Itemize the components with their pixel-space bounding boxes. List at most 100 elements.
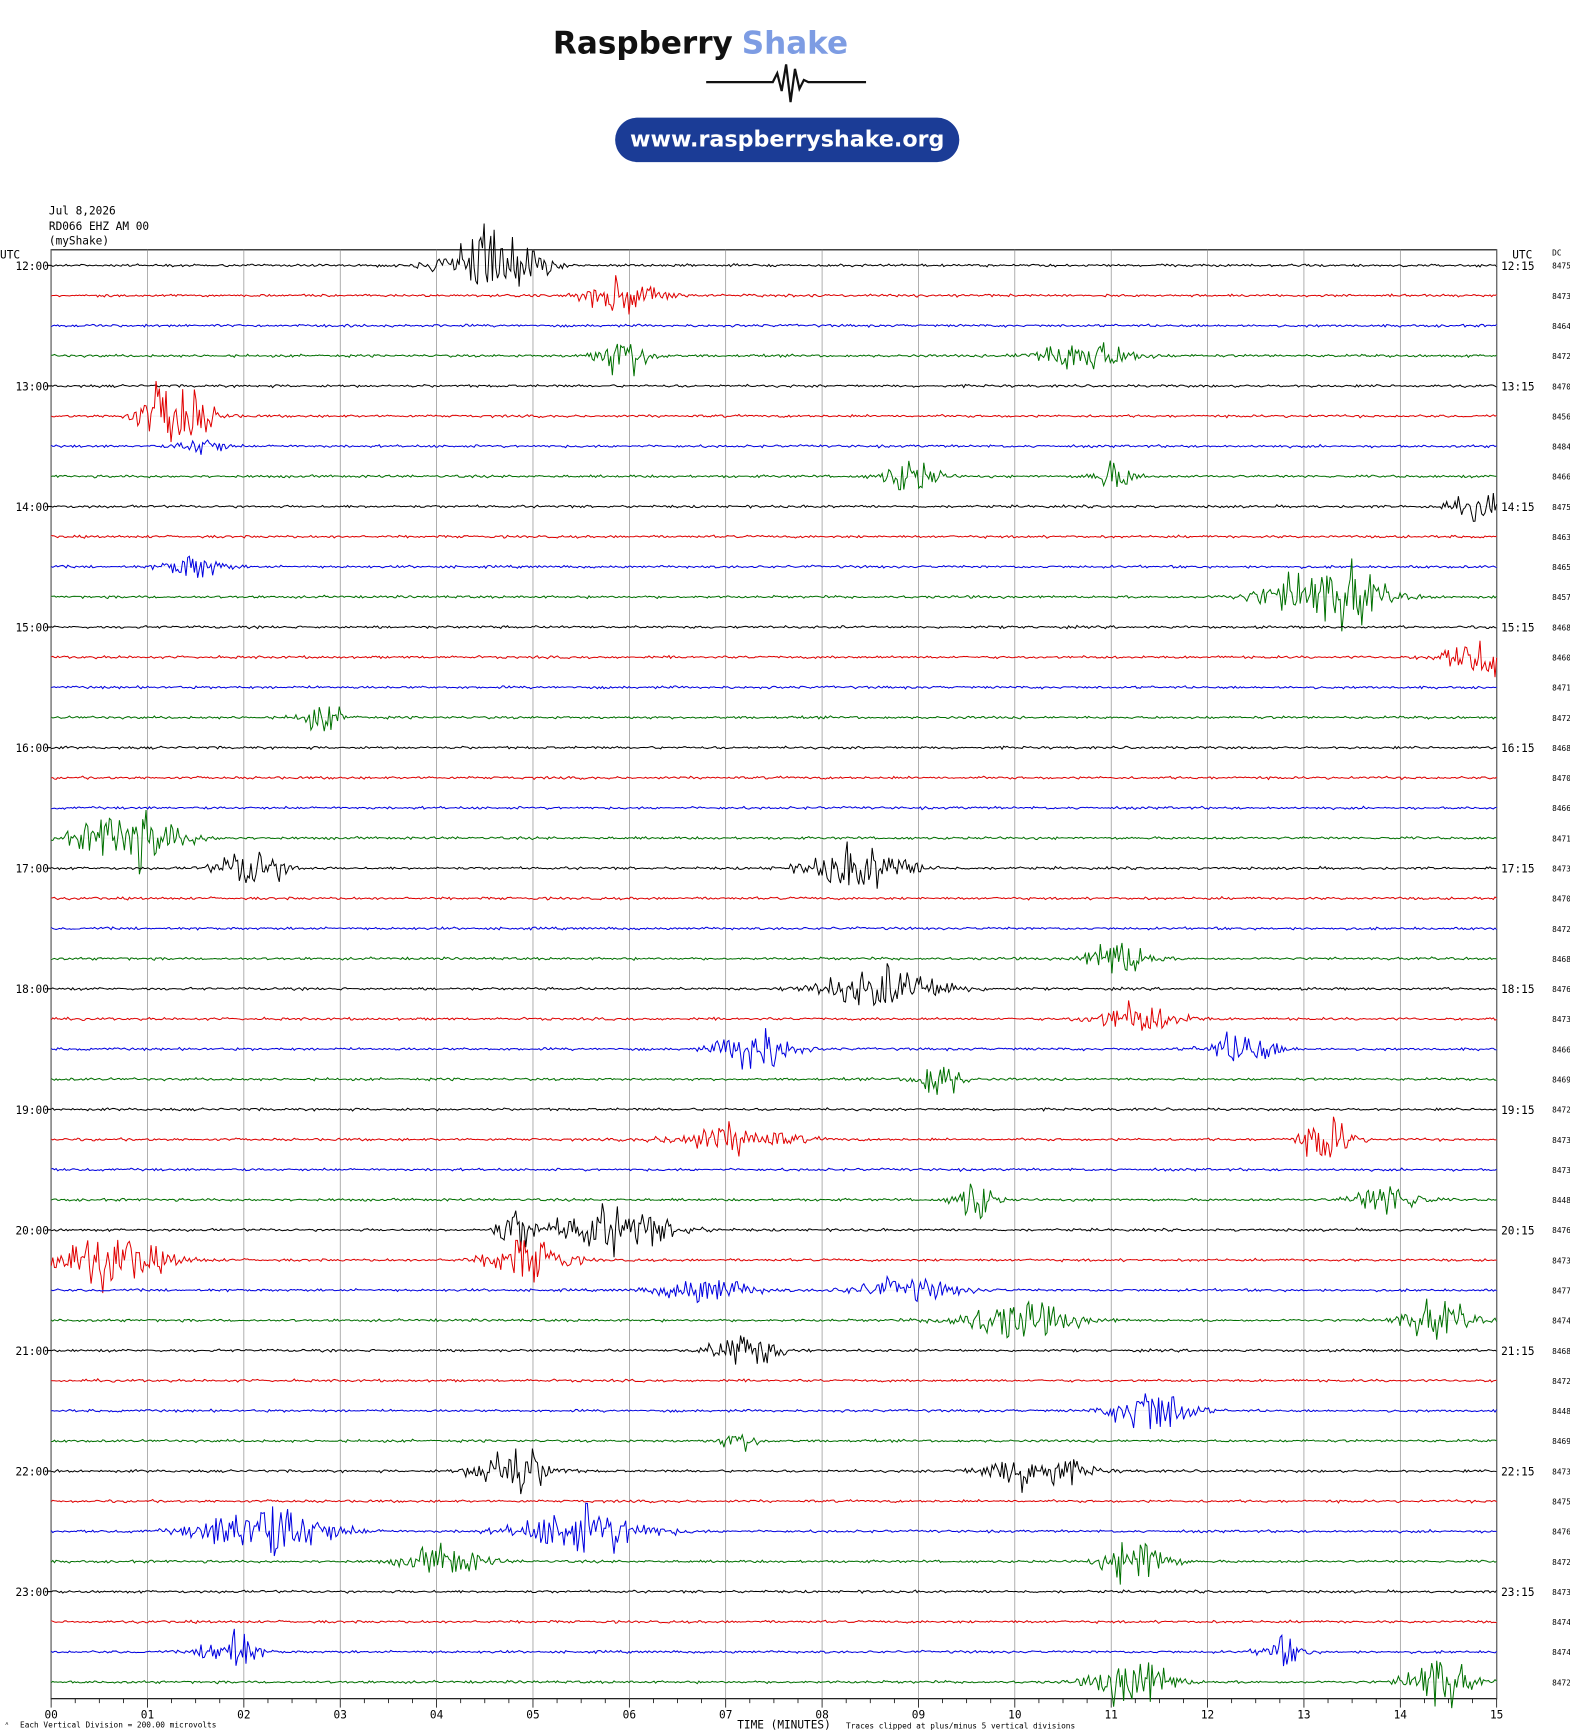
trace bbox=[50, 1589, 1498, 1595]
trace bbox=[50, 275, 1497, 315]
dc-value: 8463 bbox=[1552, 533, 1570, 542]
x-tick-label: 03 bbox=[334, 1709, 347, 1722]
dc-value: 8470 bbox=[1552, 895, 1570, 904]
trace bbox=[50, 1000, 1497, 1031]
url-button[interactable] bbox=[615, 117, 960, 163]
dc-value: 8464 bbox=[1552, 322, 1570, 331]
x-axis-title: TIME (MINUTES) bbox=[737, 1719, 831, 1732]
dc-value: 8474 bbox=[1552, 1618, 1570, 1627]
x-tick-label: 06 bbox=[623, 1709, 636, 1722]
trace bbox=[50, 493, 1498, 522]
dc-value: 8472 bbox=[1552, 1106, 1570, 1115]
dc-value: 8473 bbox=[1552, 1588, 1570, 1597]
dc-value: 8472 bbox=[1552, 1377, 1570, 1386]
trace bbox=[51, 775, 1497, 781]
trace bbox=[50, 1274, 1497, 1304]
trace bbox=[51, 1619, 1497, 1625]
dc-value: 8473 bbox=[1552, 1166, 1570, 1175]
dc-value: 8484 bbox=[1552, 443, 1570, 452]
dc-value: 8472 bbox=[1552, 352, 1570, 361]
x-tick-label: 11 bbox=[1105, 1709, 1118, 1722]
trace bbox=[51, 809, 1497, 875]
trace bbox=[50, 895, 1497, 901]
dc-value: 8460 bbox=[1552, 654, 1570, 663]
trace bbox=[50, 555, 1497, 578]
dc-value: 8476 bbox=[1552, 985, 1570, 994]
dc-value: 8474 bbox=[1552, 1648, 1570, 1657]
dc-value: 8475 bbox=[1552, 262, 1570, 271]
x-tick-label: 15 bbox=[1490, 1709, 1503, 1722]
logo-wave bbox=[706, 64, 867, 103]
dc-value: 8469 bbox=[1552, 1437, 1570, 1446]
trace bbox=[51, 342, 1497, 377]
trace bbox=[50, 706, 1497, 732]
dc-value: 8475 bbox=[1552, 503, 1570, 512]
dc-value: 8473 bbox=[1552, 1015, 1570, 1024]
left-time-label: 14:00 bbox=[15, 501, 48, 514]
left-time-label: 21:00 bbox=[15, 1345, 48, 1358]
dc-value: 8477 bbox=[1552, 1287, 1570, 1296]
right-time-label: 19:15 bbox=[1501, 1104, 1534, 1117]
left-time-label: 19:00 bbox=[15, 1104, 48, 1117]
right-time-label: 14:15 bbox=[1501, 501, 1534, 514]
trace bbox=[51, 1433, 1497, 1452]
trace bbox=[50, 1116, 1497, 1158]
dc-title: DC bbox=[1552, 248, 1562, 257]
traces bbox=[50, 223, 1498, 1709]
dc-value: 8471 bbox=[1552, 834, 1570, 843]
left-time-label: 17:00 bbox=[15, 863, 48, 876]
dc-value: 8472 bbox=[1552, 925, 1570, 934]
left-title: UTC bbox=[0, 249, 20, 262]
dc-value: 8475 bbox=[1552, 1498, 1570, 1507]
dc-value: 8472 bbox=[1552, 1558, 1570, 1567]
x-tick-label: 02 bbox=[237, 1709, 250, 1722]
dc-value: 8473 bbox=[1552, 1136, 1570, 1145]
url-text[interactable]: www.raspberryshake.org bbox=[630, 127, 944, 153]
trace bbox=[50, 1107, 1497, 1112]
x-tick-label: 00 bbox=[44, 1709, 57, 1722]
dc-value: 8476 bbox=[1552, 1528, 1570, 1537]
dc-value: 8470 bbox=[1552, 382, 1570, 391]
left-time-label: 23:00 bbox=[15, 1586, 48, 1599]
dc-value: 8468 bbox=[1552, 955, 1570, 964]
dc-value: 8468 bbox=[1552, 744, 1570, 753]
dc-value: 8466 bbox=[1552, 1045, 1570, 1054]
x-tick-label: 05 bbox=[526, 1709, 539, 1722]
trace bbox=[51, 1203, 1497, 1258]
trace bbox=[50, 439, 1497, 455]
x-tick-label: 01 bbox=[141, 1709, 154, 1722]
dc-value: 8473 bbox=[1552, 1467, 1570, 1476]
trace bbox=[51, 1378, 1497, 1383]
dc-value: 8456 bbox=[1552, 412, 1570, 421]
trace bbox=[50, 1660, 1498, 1709]
trace bbox=[50, 963, 1497, 1007]
dc-value: 8468 bbox=[1552, 623, 1570, 632]
brand-name: Raspberry bbox=[553, 25, 733, 61]
trace bbox=[50, 1167, 1497, 1173]
right-time-label: 22:15 bbox=[1501, 1465, 1534, 1478]
trace bbox=[50, 1542, 1497, 1585]
trace bbox=[51, 558, 1498, 632]
dc-value: 8448 bbox=[1552, 1407, 1570, 1416]
right-time-label: 17:15 bbox=[1501, 863, 1534, 876]
trace bbox=[51, 534, 1497, 540]
x-tick-label: 09 bbox=[912, 1709, 925, 1722]
brand-accent: Shake bbox=[742, 25, 848, 61]
trace bbox=[50, 1066, 1497, 1095]
x-tick-label: 14 bbox=[1394, 1709, 1408, 1722]
dc-value: 8470 bbox=[1552, 774, 1570, 783]
trace bbox=[50, 1335, 1497, 1365]
trace bbox=[50, 1028, 1497, 1070]
right-time-label: 23:15 bbox=[1501, 1586, 1534, 1599]
trace bbox=[51, 1448, 1497, 1495]
trace bbox=[50, 380, 1497, 443]
dc-value: 8465 bbox=[1552, 563, 1570, 572]
x-tick-label: 13 bbox=[1297, 1709, 1310, 1722]
left-time-label: 20:00 bbox=[15, 1224, 48, 1237]
dc-value: 8473 bbox=[1552, 292, 1570, 301]
clip-note: Traces clipped at plus/minus 5 vertical … bbox=[846, 1722, 1075, 1731]
dc-value: 8476 bbox=[1552, 1226, 1570, 1235]
footer-mark: ᴬ bbox=[4, 1721, 9, 1730]
channel: RD066 EHZ AM 00 bbox=[49, 220, 149, 233]
